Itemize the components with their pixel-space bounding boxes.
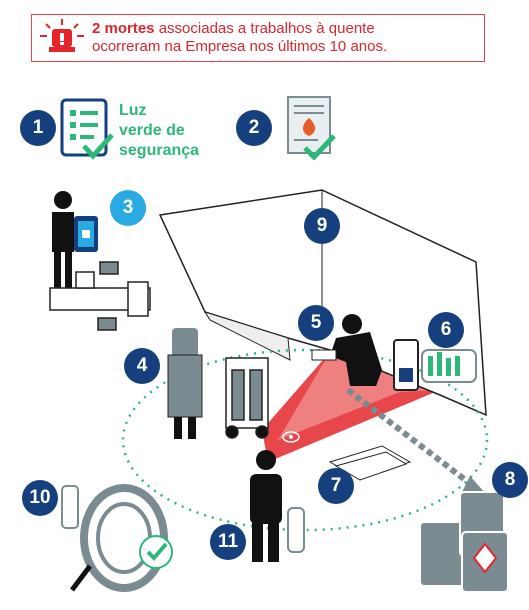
eye-icon <box>282 431 300 443</box>
gas-cylinder-cart <box>225 357 269 439</box>
alert-line1: associadas a trabalhos à quente <box>158 20 375 37</box>
badge-8: 8 <box>492 462 528 498</box>
badge-4: 4 <box>124 348 160 384</box>
alert-line2: ocorreram na Empresa nos últimos 10 anos… <box>92 38 388 55</box>
badge-6: 6 <box>428 312 464 348</box>
alert-text: 2 mortes associadas a trabalhos à quente… <box>92 20 482 56</box>
fire-watch-figure <box>250 450 305 562</box>
supervisor-figure <box>52 191 98 292</box>
hose-reel <box>61 484 173 592</box>
siren-icon <box>40 19 84 52</box>
pipeline <box>49 261 151 331</box>
grinder-worker <box>311 314 382 386</box>
badge-11: 11 <box>210 524 246 560</box>
badge-1: 1 <box>20 110 56 146</box>
step1-label-line3: segurança <box>119 142 200 159</box>
gas-detector <box>393 339 477 391</box>
drums-direction-arrow <box>346 387 470 485</box>
step1-label-line2: verde de <box>119 122 185 139</box>
step1-label: Luz verde de segurança <box>119 101 199 161</box>
alert-count: 2 mortes <box>92 20 155 37</box>
badge-3: 3 <box>110 190 146 226</box>
badge-9: 9 <box>304 208 340 244</box>
hot-work-permit-icon <box>287 96 336 161</box>
step1-label-line1: Luz <box>119 102 147 119</box>
badge-10: 10 <box>22 480 58 516</box>
checklist-icon <box>60 98 114 160</box>
combustible-papers <box>328 445 412 481</box>
safety-radius <box>121 348 489 532</box>
badge-2: 2 <box>236 110 272 146</box>
badge-5: 5 <box>298 305 334 341</box>
badge-7: 7 <box>318 468 354 504</box>
flammable-drums <box>419 491 509 593</box>
alert-banner: 2 mortes associadas a trabalhos à quente… <box>31 14 485 62</box>
welder-figure <box>167 328 203 439</box>
